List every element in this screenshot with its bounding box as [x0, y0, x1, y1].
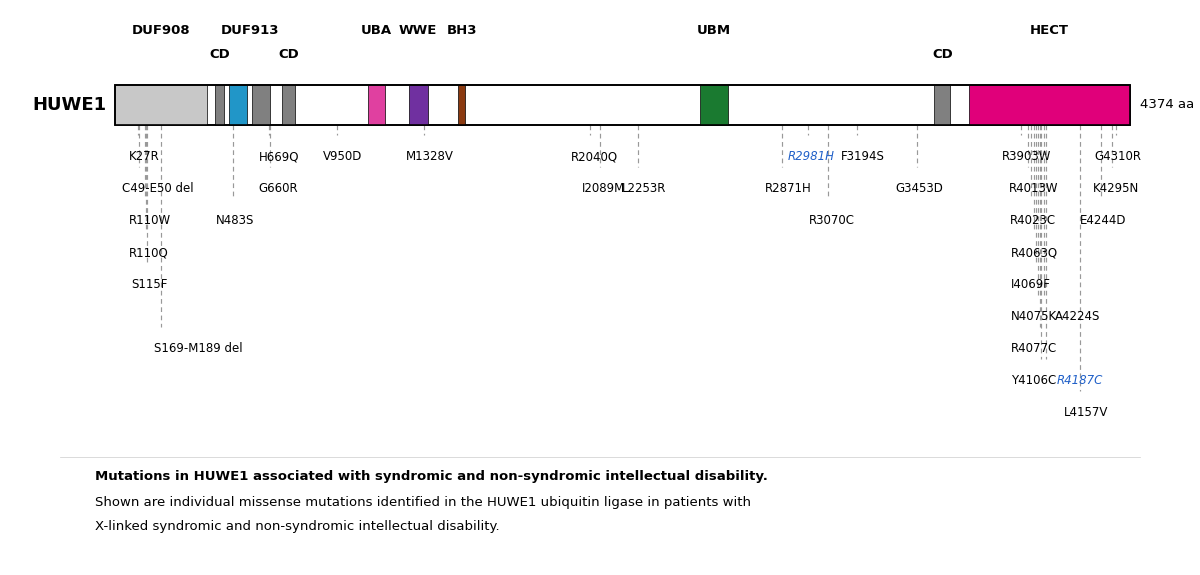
Text: K27R: K27R — [128, 151, 160, 163]
Text: S115F: S115F — [132, 278, 168, 292]
Text: X-linked syndromic and non-syndromic intellectual disability.: X-linked syndromic and non-syndromic int… — [95, 520, 499, 533]
Text: A4224S: A4224S — [1055, 310, 1100, 324]
Text: BH3: BH3 — [446, 24, 478, 36]
Bar — [115, 85, 206, 125]
Bar — [115, 85, 1130, 125]
Text: V950D: V950D — [323, 151, 362, 163]
Text: I2089M: I2089M — [582, 182, 625, 196]
Bar — [408, 85, 428, 125]
Text: CD: CD — [932, 48, 953, 60]
Text: 4374 aa: 4374 aa — [1140, 98, 1194, 112]
Text: R3903W: R3903W — [1002, 151, 1051, 163]
Text: R110Q: R110Q — [128, 247, 169, 259]
Text: R4187C: R4187C — [1057, 374, 1104, 388]
Text: R4063Q: R4063Q — [1012, 247, 1058, 259]
Text: K4295N: K4295N — [1093, 182, 1139, 196]
Text: R4077C: R4077C — [1012, 343, 1057, 355]
Text: G3453D: G3453D — [896, 182, 943, 196]
Bar — [282, 85, 295, 125]
Text: R4013W: R4013W — [1008, 182, 1058, 196]
Text: CD: CD — [209, 48, 229, 60]
Text: DUF913: DUF913 — [221, 24, 278, 36]
Bar — [968, 85, 1130, 125]
Text: N4075K: N4075K — [1012, 310, 1057, 324]
Text: R2871H: R2871H — [764, 182, 811, 196]
Text: G660R: G660R — [259, 182, 299, 196]
Text: Shown are individual missense mutations identified in the HUWE1 ubiquitin ligase: Shown are individual missense mutations … — [95, 496, 751, 509]
Text: HECT: HECT — [1030, 24, 1069, 36]
Text: R2040Q: R2040Q — [571, 151, 618, 163]
Text: CD: CD — [278, 48, 299, 60]
Text: S169-M189 del: S169-M189 del — [154, 343, 242, 355]
Text: WWE: WWE — [400, 24, 438, 36]
Text: L2253R: L2253R — [622, 182, 666, 196]
Text: C49-E50 del: C49-E50 del — [122, 182, 193, 196]
Text: R4023C: R4023C — [1010, 214, 1056, 228]
Text: R3070C: R3070C — [809, 214, 854, 228]
Text: G4310R: G4310R — [1094, 151, 1141, 163]
Text: UBA: UBA — [361, 24, 392, 36]
Text: R110W: R110W — [128, 214, 172, 228]
Bar — [458, 85, 466, 125]
Text: H669Q: H669Q — [259, 151, 299, 163]
Bar — [252, 85, 270, 125]
Text: I4069F: I4069F — [1012, 278, 1051, 292]
Bar — [368, 85, 385, 125]
Text: R2981H: R2981H — [788, 151, 835, 163]
Text: Mutations in HUWE1 associated with syndromic and non-syndromic intellectual disa: Mutations in HUWE1 associated with syndr… — [95, 470, 768, 483]
Text: Y4106C: Y4106C — [1012, 374, 1056, 388]
Text: UBM: UBM — [697, 24, 731, 36]
Text: L4157V: L4157V — [1064, 407, 1109, 420]
Bar — [700, 85, 727, 125]
Text: E4244D: E4244D — [1080, 214, 1127, 228]
Text: F3194S: F3194S — [841, 151, 886, 163]
Bar — [934, 85, 950, 125]
Bar — [115, 85, 1130, 125]
Text: HUWE1: HUWE1 — [32, 96, 107, 114]
Text: N483S: N483S — [216, 214, 254, 228]
Text: DUF908: DUF908 — [132, 24, 191, 36]
Bar — [229, 85, 247, 125]
Text: M1328V: M1328V — [407, 151, 454, 163]
Bar — [215, 85, 224, 125]
